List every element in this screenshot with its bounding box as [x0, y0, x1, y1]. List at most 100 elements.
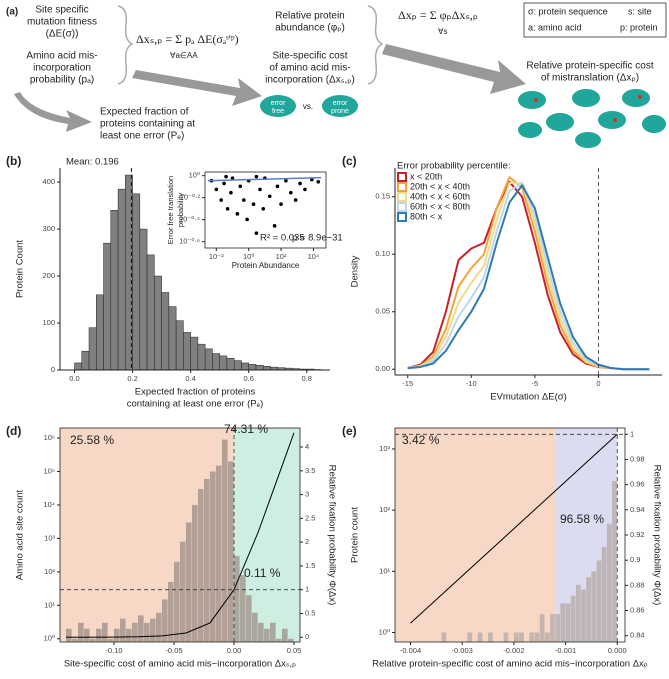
- arrow: [14, 92, 92, 132]
- y-tick-label: 10⁰: [189, 171, 200, 180]
- bar: [216, 465, 222, 642]
- annotation: Mean: 0.196: [66, 157, 119, 168]
- text: Relative protein: [275, 11, 344, 22]
- point: [284, 178, 288, 183]
- bar: [503, 632, 509, 642]
- cell-icon: [642, 115, 666, 133]
- text: mutation fitness: [27, 17, 97, 28]
- x-tick-label: 0.4: [185, 374, 195, 383]
- y-tick-label: 10⁴: [43, 500, 55, 509]
- point: [254, 231, 259, 235]
- point: [303, 187, 307, 192]
- arrow: [382, 44, 526, 94]
- legend-swatch: [397, 192, 407, 202]
- bar: [539, 614, 545, 642]
- text: error: [333, 100, 348, 107]
- x-tick-label: 0.000: [608, 646, 627, 655]
- x-tick-label: -0.003: [452, 646, 473, 655]
- text: Site-specific cost: [272, 51, 347, 62]
- text: error: [271, 100, 286, 107]
- y2-tick-label: 4: [305, 442, 309, 451]
- y-axis-label: Protein Count: [15, 240, 26, 298]
- bar: [248, 364, 257, 371]
- point: [235, 212, 240, 216]
- y-tick-label: 10²: [379, 505, 390, 514]
- bar: [591, 571, 597, 642]
- text: Amino acid mis-: [26, 51, 97, 62]
- y-tick-label: 10²: [44, 567, 55, 576]
- text: prone: [331, 108, 349, 115]
- panel-label: (c): [342, 154, 357, 168]
- bar: [241, 362, 249, 371]
- y2-tick-label: 0.92: [630, 530, 645, 539]
- bar: [488, 632, 493, 642]
- bar: [228, 461, 234, 642]
- bar: [534, 632, 540, 642]
- legend-label: 60th < x < 80th: [410, 201, 470, 211]
- text: least one error (Pₑ): [100, 131, 184, 142]
- legend-label: 20th < x < 40th: [410, 181, 470, 191]
- dot: [613, 118, 617, 122]
- y-tick-label: 10³: [44, 533, 55, 542]
- bar: [519, 632, 524, 642]
- cell-icon: [546, 113, 574, 131]
- bar: [96, 628, 102, 642]
- point: [279, 202, 283, 207]
- x-axis-label: EVmutation ΔE(σ): [490, 392, 567, 403]
- legend-title: Error probability percentile:: [397, 161, 511, 172]
- x-tick-label: 0.6: [243, 374, 253, 383]
- bar: [513, 632, 519, 642]
- y-tick-label: 100: [42, 318, 55, 327]
- x-tick-label: 10⁻²: [209, 252, 224, 261]
- bar: [270, 622, 276, 642]
- bar: [575, 584, 581, 642]
- y-tick-label: 10⁻⁰·⁴: [179, 215, 200, 224]
- x-tick-label: 0.0: [69, 374, 79, 383]
- text: proteins containing at: [100, 119, 195, 130]
- bar: [186, 522, 192, 642]
- bar: [560, 603, 566, 642]
- bar: [262, 365, 271, 371]
- formula: ∀a∈AA: [170, 51, 198, 60]
- bar: [146, 254, 155, 371]
- point: [272, 224, 277, 228]
- bar: [276, 638, 282, 642]
- panel-a: (a) Site specific mutation fitness (ΔE(σ…: [6, 2, 667, 148]
- x-tick-label: 10⁴: [308, 252, 320, 261]
- legend-label: 80th < x: [410, 211, 443, 221]
- text: p: protein: [620, 22, 658, 32]
- text: a: amino acid: [528, 22, 582, 32]
- y-axis-label: Amino acid site count: [15, 489, 26, 580]
- bar: [565, 603, 571, 642]
- y2-tick-label: 0.9: [630, 555, 640, 564]
- panel-label: (e): [342, 424, 357, 438]
- text: free: [272, 108, 284, 115]
- y-tick-label: 10⁻⁰·⁶: [179, 237, 200, 246]
- bar: [180, 541, 186, 642]
- cell-icon: [575, 132, 601, 148]
- bar: [234, 555, 240, 642]
- point: [258, 187, 262, 192]
- dot: [534, 98, 538, 102]
- x-tick-label: 0.05: [287, 646, 302, 655]
- x-tick-label: -0.001: [555, 646, 576, 655]
- x-axis-label: Relative protein-specific cost of amino …: [372, 659, 648, 670]
- bar: [529, 632, 535, 642]
- x-tick-label: 0: [596, 379, 600, 388]
- point: [275, 184, 280, 189]
- y-tick-label: 10⁶: [44, 433, 55, 442]
- y2-tick-label: 0.5: [305, 608, 315, 617]
- annotation: 0.11 %: [244, 566, 281, 580]
- y2-axis-label: Relative fixation probability Φ(Δx): [651, 465, 662, 606]
- y-tick-label: 0.05: [375, 307, 390, 316]
- bar: [240, 575, 246, 642]
- point: [230, 176, 235, 180]
- text: Relative protein-specific cost: [526, 61, 653, 72]
- bar: [210, 471, 216, 642]
- point: [254, 174, 259, 179]
- text: Expected fraction of: [100, 107, 189, 118]
- y2-tick-label: 0.84: [630, 631, 645, 640]
- x-tick-label: -0.05: [165, 646, 182, 655]
- x-tick-label: -0.002: [503, 646, 524, 655]
